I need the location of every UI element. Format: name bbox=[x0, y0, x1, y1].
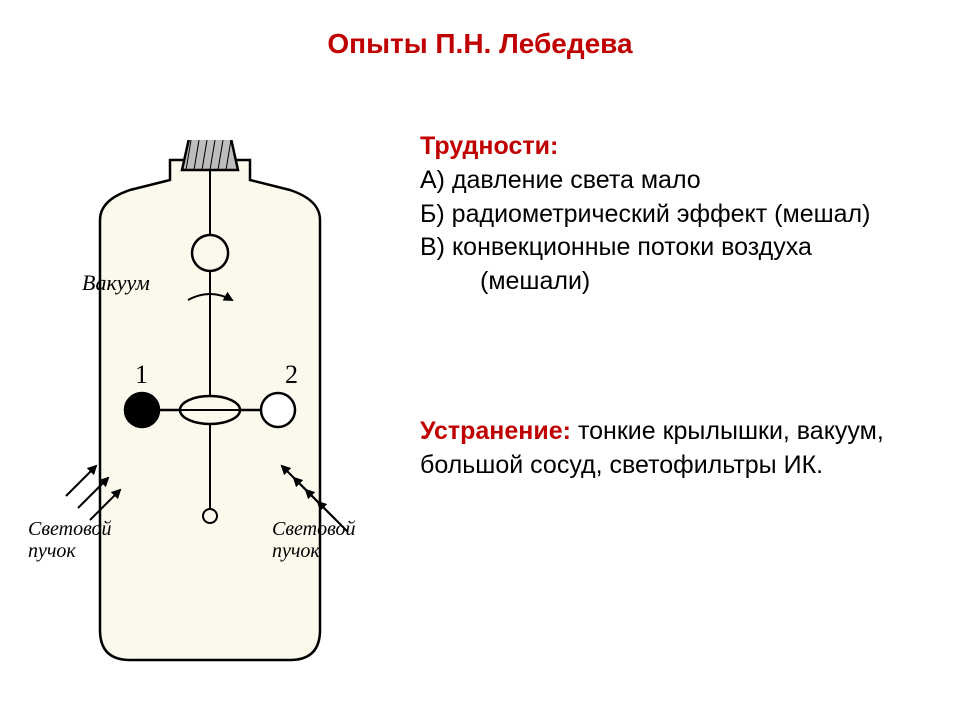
label-beam-right-2: пучок bbox=[272, 540, 320, 563]
label-vacuum: Вакуум bbox=[82, 270, 150, 296]
label-beam-left-1: Световой bbox=[28, 518, 112, 541]
page-title: Опыты П.Н. Лебедева bbox=[0, 28, 960, 60]
difficulty-item-a: А) давление света мало bbox=[420, 166, 701, 194]
difficulty-suffix: (мешали) bbox=[420, 267, 590, 295]
label-vane-2: 2 bbox=[285, 360, 298, 390]
difficulty-item-b: Б) радиометрический эффект (мешал) bbox=[420, 200, 870, 228]
difficulties-block: Трудности: А) давление света мало Б) рад… bbox=[420, 130, 870, 299]
solutions-block: Устранение: тонкие крылышки, вакуум, бол… bbox=[420, 415, 930, 483]
solutions-heading: Устранение: bbox=[420, 417, 571, 445]
difficulty-item-c: В) конвекционные потоки воздуха bbox=[420, 233, 812, 261]
difficulties-heading: Трудности: bbox=[420, 132, 558, 160]
apparatus-diagram: Вакуум 1 2 Световой пучок Световой пучок bbox=[30, 140, 390, 680]
label-vane-1: 1 bbox=[135, 360, 148, 390]
label-beam-left-2: пучок bbox=[28, 540, 76, 563]
label-beam-right-1: Световой bbox=[272, 518, 356, 541]
apparatus-svg bbox=[30, 140, 390, 680]
